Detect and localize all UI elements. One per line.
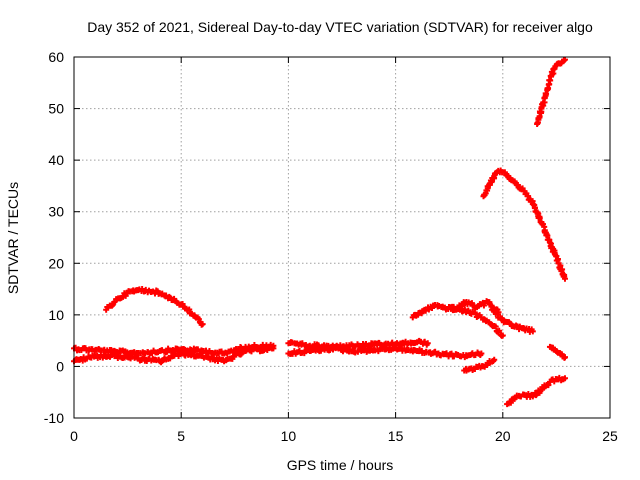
series-arc-13 (546, 343, 568, 361)
x-tick-label: 20 (495, 428, 511, 444)
data-point (238, 350, 245, 357)
data-point (269, 345, 276, 352)
series-arc-2 (71, 344, 277, 366)
y-tick-label: 20 (48, 255, 64, 271)
data-point (561, 354, 568, 361)
data-point (545, 381, 552, 388)
series-arc-11 (534, 56, 568, 128)
data-point (511, 395, 518, 402)
chart-title: Day 352 of 2021, Sidereal Day-to-day VTE… (87, 19, 593, 35)
data-points (71, 56, 568, 408)
data-point (477, 351, 484, 358)
data-point (529, 198, 536, 205)
series-arc-8 (489, 306, 536, 335)
data-point (189, 350, 196, 357)
y-tick-label: 10 (48, 307, 64, 323)
data-point (122, 292, 129, 299)
data-point (490, 358, 497, 365)
data-point (546, 236, 553, 243)
data-point (496, 327, 503, 334)
series-arc-10 (480, 167, 568, 282)
data-point (492, 323, 499, 330)
series-arc-3 (103, 285, 206, 328)
data-point (175, 353, 182, 360)
x-tick-label: 25 (602, 428, 618, 444)
x-tick-label: 10 (281, 428, 297, 444)
data-point (155, 349, 162, 356)
data-point (498, 315, 505, 322)
series-arc-9 (461, 356, 498, 374)
data-point (561, 273, 568, 280)
data-point (422, 307, 429, 314)
series-arc-7 (446, 303, 506, 339)
data-point (560, 57, 567, 64)
data-point (498, 332, 505, 339)
x-axis-label: GPS time / hours (287, 457, 394, 473)
x-tick-label: 15 (388, 428, 404, 444)
data-point (187, 310, 194, 317)
data-point (537, 388, 544, 395)
data-point (476, 312, 483, 319)
data-point (528, 326, 535, 333)
y-axis-label: SDTVAR / TECUs (5, 182, 21, 294)
y-tick-label: 0 (56, 358, 64, 374)
data-point (198, 321, 205, 328)
y-tick-label: 30 (48, 204, 64, 220)
data-point (543, 90, 550, 97)
y-tick-label: 50 (48, 101, 64, 117)
series-arc-12 (504, 374, 568, 408)
axis-ticks: 0 5 10 15 20 25 -10 0 10 20 30 40 50 60 (44, 49, 618, 444)
data-point (511, 178, 518, 185)
data-point (112, 351, 119, 358)
y-tick-label: 40 (48, 152, 64, 168)
series-arc-5 (285, 344, 485, 361)
y-tick-label: 60 (48, 49, 64, 65)
data-point (166, 293, 173, 300)
x-tick-label: 0 (70, 428, 78, 444)
data-point (412, 339, 419, 346)
data-point (519, 185, 526, 192)
data-point (423, 341, 430, 348)
y-tick-label: -10 (44, 410, 64, 426)
grid-lines (74, 57, 610, 418)
x-tick-label: 5 (177, 428, 185, 444)
data-point (455, 351, 462, 358)
data-point (560, 376, 567, 383)
plot-frame (73, 56, 611, 419)
